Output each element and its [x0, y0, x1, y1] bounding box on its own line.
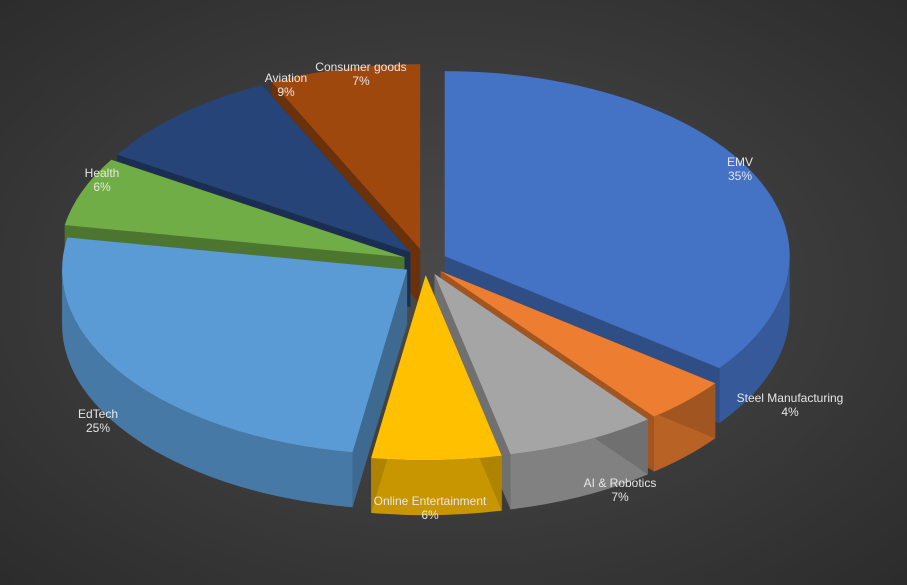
- value-aviation: 9%: [277, 85, 295, 99]
- label-consumer-goods: Consumer goods: [315, 60, 406, 74]
- value-ai-and-robotics: 7%: [611, 490, 629, 504]
- slice-health: [64, 159, 405, 258]
- slice-emv: [444, 71, 790, 369]
- value-emv: 35%: [728, 169, 752, 183]
- slice-aviation: [117, 85, 411, 253]
- label-aviation: Aviation: [265, 71, 307, 85]
- value-edtech: 25%: [86, 421, 110, 435]
- slice-face-edtech-0: [352, 269, 408, 508]
- value-consumer-goods: 7%: [352, 74, 370, 88]
- label-health: Health: [85, 166, 120, 180]
- slice-consumer-goods: [271, 64, 421, 250]
- slice-wall-online-entertainment: [371, 455, 502, 516]
- slice-wall-edtech: [62, 269, 353, 508]
- value-online-entertainment: 6%: [421, 508, 439, 522]
- slice-steel-manufacturing: [440, 271, 716, 417]
- value-steel-manufacturing: 4%: [781, 405, 799, 419]
- label-online-entertainment: Online Entertainment: [374, 494, 487, 508]
- slice-ai-and-robotics: [434, 273, 648, 455]
- value-health: 6%: [93, 180, 111, 194]
- slice-wall-emv: [719, 256, 790, 424]
- slice-tops: [62, 64, 790, 461]
- label-emv: EMV: [727, 155, 753, 169]
- label-ai-and-robotics: AI & Robotics: [584, 476, 657, 490]
- slice-edtech: [62, 237, 408, 453]
- label-steel-manufacturing: Steel Manufacturing: [737, 391, 844, 405]
- label-edtech: EdTech: [78, 407, 118, 421]
- slice-online-entertainment: [371, 275, 502, 461]
